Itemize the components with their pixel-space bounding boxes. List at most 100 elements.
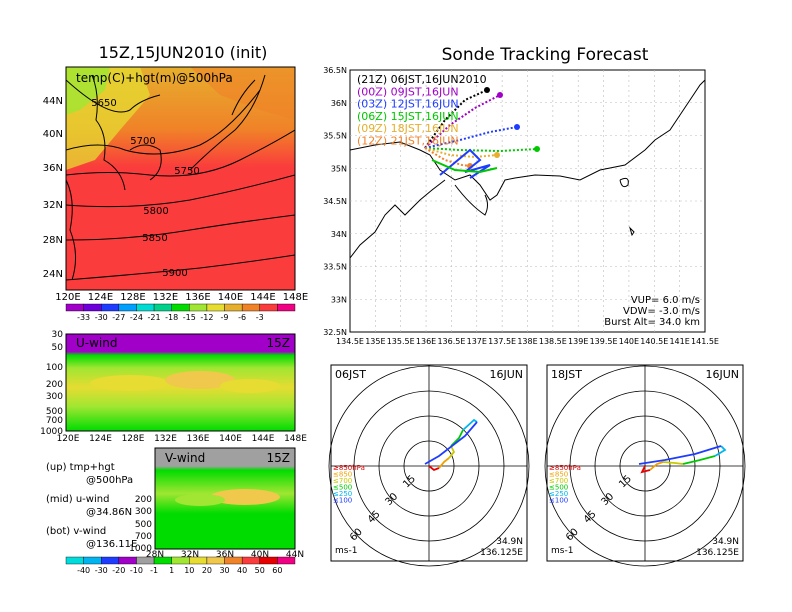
panel-notes: (up) tmp+hgt @500hPa (mid) u-wind @34.86N (b… bbox=[46, 462, 137, 550]
landing-point bbox=[497, 92, 503, 98]
pressure-tick-label: 300 bbox=[135, 507, 152, 517]
contour-label: 5650 bbox=[91, 98, 116, 109]
colorbar-swatch bbox=[101, 303, 120, 312]
colorbar-label: 30 bbox=[219, 566, 229, 575]
lat-tick-label: 28N bbox=[146, 550, 164, 560]
u-wind-label: U-wind bbox=[76, 336, 117, 350]
lon-tick-label: 124E bbox=[88, 292, 113, 303]
lat-tick-label: 33N bbox=[331, 295, 347, 304]
legend-entry: (06Z) 15JST,16JUN bbox=[357, 110, 459, 123]
colorbar-label: 1 bbox=[169, 566, 174, 575]
legend-entry: (21Z) 06JST,16JUN2010 bbox=[357, 73, 487, 86]
colorbar-label: 50 bbox=[255, 566, 265, 575]
landing-point bbox=[494, 152, 500, 158]
level-legend: ≤850 bbox=[549, 471, 568, 479]
lon-tick-label: 139.5E bbox=[590, 337, 618, 346]
lon-tick-label: 137.5E bbox=[488, 337, 516, 346]
legend-entry: (00Z) 09JST,16JUN bbox=[357, 85, 459, 98]
colorbar-swatch bbox=[153, 556, 172, 565]
lon-tick-label: 136E bbox=[187, 434, 210, 444]
lat-tick-label: 36N bbox=[331, 99, 347, 108]
colorbar-label: -10 bbox=[130, 566, 143, 575]
colorbar-swatch bbox=[136, 556, 155, 565]
hodograph-trace bbox=[462, 418, 478, 431]
hodograph-trace bbox=[682, 455, 716, 465]
track-legend: (21Z) 06JST,16JUN2010(00Z) 09JST,16JUN (0… bbox=[357, 73, 487, 148]
colorbar-label: -33 bbox=[77, 313, 90, 322]
lon-tick-label: 136E bbox=[185, 292, 210, 303]
lat-tick-label: 33.5N bbox=[323, 263, 347, 272]
hodo-lat: 34.9N bbox=[712, 537, 739, 547]
hodo-time: 18JST bbox=[551, 368, 582, 381]
sonde-track bbox=[424, 94, 501, 149]
pressure-tick-label: 1000 bbox=[129, 544, 152, 554]
legend-entry: (09Z) 18JST,16JUN bbox=[357, 122, 459, 135]
colorbar-swatch bbox=[241, 303, 260, 312]
lat-tick-label: 34N bbox=[331, 230, 347, 239]
lon-tick-label: 136E bbox=[416, 337, 436, 346]
colorbar-label: -15 bbox=[183, 313, 196, 322]
lat-tick-label: 40N bbox=[251, 550, 269, 560]
colorbar-swatch bbox=[153, 303, 172, 312]
lat-tick-label: 36N bbox=[216, 550, 234, 560]
level-legend: ≤250 bbox=[333, 490, 352, 498]
lon-tick-label: 128E bbox=[120, 292, 145, 303]
map-lat-ticks: 44N 40N 36N 32N 28N 24N bbox=[43, 96, 63, 280]
v-wind-time: 15Z bbox=[267, 451, 291, 465]
colorbar-swatch bbox=[224, 556, 243, 565]
landing-point bbox=[514, 124, 520, 130]
pressure-tick-label: 200 bbox=[46, 380, 63, 390]
colorbar-swatch bbox=[171, 556, 190, 565]
lon-tick-label: 132E bbox=[153, 292, 178, 303]
lon-tick-label: 148E bbox=[283, 292, 308, 303]
colorbar-swatch bbox=[101, 556, 120, 565]
hodograph-trace bbox=[428, 465, 440, 472]
right-title: Sonde Tracking Forecast bbox=[442, 45, 649, 65]
contour-label: 5750 bbox=[174, 166, 199, 177]
colorbar-label: -6 bbox=[238, 313, 246, 322]
level-legend: ≤100 bbox=[333, 497, 352, 505]
colorbar-label: 60 bbox=[272, 566, 282, 575]
hodo-date: 16JUN bbox=[705, 368, 739, 381]
parameter-line: Burst Alt= 34.0 km bbox=[604, 317, 700, 328]
u-wind-lon-ticks: 120E 124E 128E 132E 136E 140E 144E 148E bbox=[57, 434, 308, 444]
level-legend: ≤250 bbox=[549, 490, 568, 498]
pressure-tick-label: 700 bbox=[135, 532, 152, 542]
colorbar-swatch bbox=[171, 303, 190, 312]
v-wind-lat-ticks: 28N 32N 36N 40N 44N bbox=[146, 550, 304, 560]
contour-label: 5700 bbox=[130, 136, 155, 147]
lat-tick-label: 28N bbox=[43, 235, 63, 246]
level-legend: ≤500 bbox=[549, 484, 568, 492]
level-legend: ≥850hPa bbox=[333, 464, 365, 472]
hodo-lon: 136.125E bbox=[480, 548, 523, 558]
lon-tick-label: 120E bbox=[57, 434, 80, 444]
map-label: temp(C)+hgt(m)@500hPa bbox=[76, 71, 233, 85]
hodograph-trace bbox=[450, 429, 464, 447]
sonde-track-map bbox=[349, 69, 706, 333]
colorbar-label: -20 bbox=[112, 566, 125, 575]
temp-height-map bbox=[65, 66, 296, 291]
colorbar-swatch bbox=[277, 303, 296, 312]
lat-tick-label: 40N bbox=[43, 129, 63, 140]
lon-tick-label: 132E bbox=[154, 434, 177, 444]
colorbar-swatch bbox=[118, 303, 137, 312]
colorbar-swatch bbox=[206, 303, 225, 312]
colorbar-swatch bbox=[259, 556, 278, 565]
hodograph-trace bbox=[424, 421, 478, 465]
colorbar-label: -30 bbox=[95, 566, 108, 575]
landing-point bbox=[484, 87, 490, 93]
lon-tick-label: 144E bbox=[250, 292, 275, 303]
lon-tick-label: 135.5E bbox=[387, 337, 415, 346]
lat-tick-label: 32.5N bbox=[323, 328, 347, 337]
level-legend: ≤700 bbox=[333, 477, 352, 485]
map-lon-ticks: 120E 124E 128E 132E 136E 140E 144E 148E bbox=[55, 292, 308, 303]
level-legend: ≥850hPa bbox=[549, 464, 581, 472]
ascent-track bbox=[439, 148, 491, 179]
lat-tick-label: 36.5N bbox=[323, 66, 347, 75]
hodograph-trace bbox=[438, 457, 450, 469]
pressure-tick-label: 50 bbox=[52, 343, 64, 353]
colorbar-swatch bbox=[277, 556, 296, 565]
lon-tick-label: 135E bbox=[365, 337, 385, 346]
